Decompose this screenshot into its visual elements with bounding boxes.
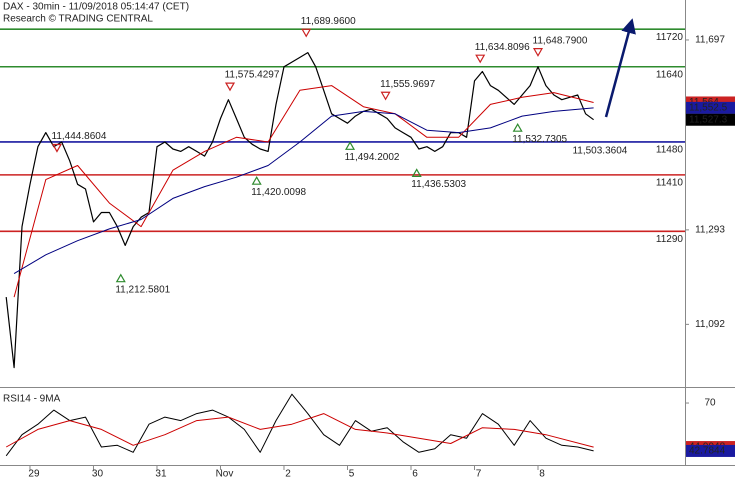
y-tick-label: 11,293 — [695, 225, 725, 236]
x-tick-label: Nov — [216, 469, 234, 480]
last-value-label: 11,552.5 — [689, 103, 728, 114]
x-tick-label: 30 — [92, 469, 104, 480]
x-tick-label: 31 — [155, 469, 167, 480]
y-tick-label: 11,697 — [695, 35, 725, 46]
chart-title: DAX - 30min - 11/09/2018 05:14:47 (CET) — [3, 2, 189, 13]
annotation-label: 11,420.0098 — [251, 187, 306, 198]
series-line — [13, 85, 594, 298]
annotation-label: 11,444.8604 — [52, 131, 107, 142]
annotation-label: 11,503.3604 — [572, 146, 627, 157]
x-tick-label: 8 — [539, 469, 545, 480]
peak-marker — [475, 54, 486, 64]
peak-marker — [532, 48, 544, 57]
plot-layer: 11,697 11,293 11,092 11720 11640 11480 11410 11… — [0, 16, 735, 480]
annotation-label: 11,532.7305 — [512, 134, 567, 145]
peak-marker — [51, 143, 62, 153]
last-value-box — [686, 101, 735, 114]
x-tick-label: 7 — [476, 469, 482, 480]
last-value-box — [686, 444, 735, 457]
peak-marker — [301, 28, 312, 38]
annotation-label: 11,648.7900 — [533, 35, 588, 46]
trough-marker — [512, 122, 523, 132]
series-line — [5, 52, 594, 369]
level-label: 11640 — [656, 69, 684, 80]
level-label: 11290 — [656, 234, 684, 245]
last-value-label: 11,527.3 — [689, 114, 728, 125]
last-value-box — [686, 113, 735, 126]
annotation-label: 11,436.5303 — [411, 179, 466, 190]
annotation-label: 11,634.8096 — [475, 42, 530, 53]
level-label: 11410 — [656, 178, 684, 189]
trough-marker — [411, 168, 422, 177]
forecast-arrow — [604, 18, 636, 118]
annotation-label: 11,575.4297 — [225, 70, 280, 81]
series-line — [13, 107, 594, 275]
x-tick-label: 2 — [285, 469, 291, 480]
last-value-label: 42.7844 — [689, 446, 726, 457]
peak-marker — [380, 91, 391, 101]
y-tick-label: 11,092 — [695, 319, 725, 330]
annotation-label: 11,689.9600 — [301, 16, 356, 27]
series-line — [5, 413, 594, 448]
series-line — [5, 393, 594, 457]
y-tick-label: 70 — [704, 398, 716, 409]
annotation-label: 11,555.9697 — [380, 79, 435, 90]
level-label: 11720 — [656, 32, 684, 43]
header-bg — [0, 0, 232, 26]
trough-marker — [344, 141, 356, 150]
trough-marker — [251, 175, 262, 185]
annotation-label: 11,212.5801 — [115, 284, 170, 295]
level-label: 11480 — [656, 145, 684, 156]
annotation-label: 11,494.2002 — [345, 152, 400, 163]
x-tick-label: 29 — [28, 469, 40, 480]
trough-marker — [115, 273, 126, 283]
x-tick-label: 6 — [412, 469, 418, 480]
peak-marker — [224, 82, 236, 92]
x-tick-label: 5 — [349, 469, 355, 480]
chart-subtitle: Research © TRADING CENTRAL — [3, 14, 153, 25]
rsi-title: RSI14 - 9MA — [3, 394, 61, 405]
